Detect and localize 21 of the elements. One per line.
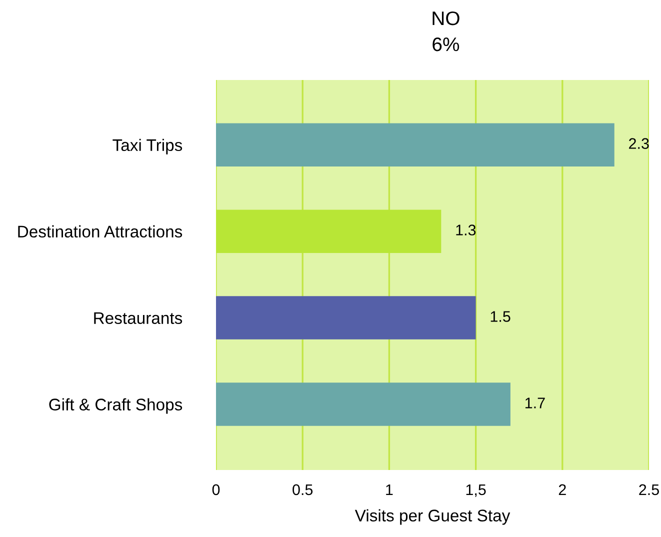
x-tick-label: 2 bbox=[558, 484, 566, 495]
chart-title: NO bbox=[432, 11, 460, 26]
y-tick-label: Taxi Trips bbox=[112, 138, 182, 154]
data-label: 2.3 bbox=[629, 138, 649, 149]
bar bbox=[216, 123, 614, 166]
bar bbox=[216, 382, 510, 426]
x-tick-label: 0 bbox=[212, 484, 220, 496]
y-tick-label: Destination Attractions bbox=[18, 225, 182, 238]
data-label: 1.7 bbox=[525, 398, 545, 408]
x-axis-title: Visits per Guest Stay bbox=[354, 509, 510, 525]
x-tick-label: 1 bbox=[386, 484, 393, 495]
y-tick-label: Restaurants bbox=[94, 312, 182, 324]
x-tick-label: 0.5 bbox=[292, 484, 313, 496]
x-tick-label: 1,5 bbox=[466, 484, 486, 497]
x-tick-label: 2.5 bbox=[639, 484, 659, 496]
bar bbox=[216, 296, 476, 340]
data-label: 1.5 bbox=[490, 311, 510, 322]
chart-subtitle: 6% bbox=[432, 37, 460, 52]
data-label: 1.3 bbox=[456, 224, 476, 236]
y-tick-label: Gift & Craft Shops bbox=[49, 398, 182, 414]
bar bbox=[216, 210, 442, 253]
